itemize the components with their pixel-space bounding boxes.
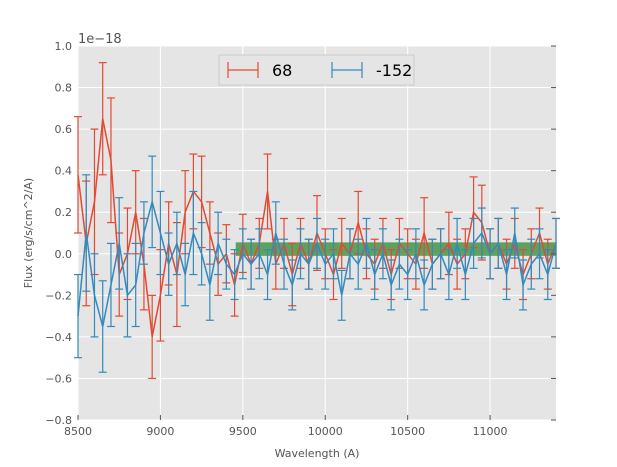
x-tick-label: 9500 [229,425,257,438]
series-1 [74,155,560,373]
y-tick-label: −0.6 [45,372,72,385]
x-tick-label: 10000 [308,425,343,438]
y-tick-label: 0.8 [55,82,73,95]
y-tick-label: 0.4 [55,165,73,178]
legend-label: -152 [376,61,412,80]
y-offset-label: 1e−18 [78,32,122,47]
series-line [77,198,557,327]
y-tick-label: 0.2 [55,206,73,219]
x-axis-label: Wavelength (A) [275,447,360,460]
y-tick-label: 1.0 [55,40,73,53]
y-tick-label: −0.4 [45,331,72,344]
x-tick-label: 11000 [473,425,508,438]
legend: 68 -152 [218,54,415,86]
y-axis-label: Flux (erg/s/cm^2/A) [22,178,35,288]
x-tick-label: 9000 [146,425,174,438]
x-tick-label: 8500 [64,425,92,438]
y-tick-label: −0.2 [45,289,72,302]
y-tick-label: −0.8 [45,414,72,427]
x-tick-label: 10500 [390,425,425,438]
legend-label: 68 [272,61,292,80]
ticks: 8500 9000 9500 10000 10500 11000 −0.8 −0.6 −0.4 −… [45,40,556,438]
y-tick-label: 0.0 [55,248,73,261]
y-tick-label: 0.6 [55,123,73,136]
series-group [74,62,560,380]
